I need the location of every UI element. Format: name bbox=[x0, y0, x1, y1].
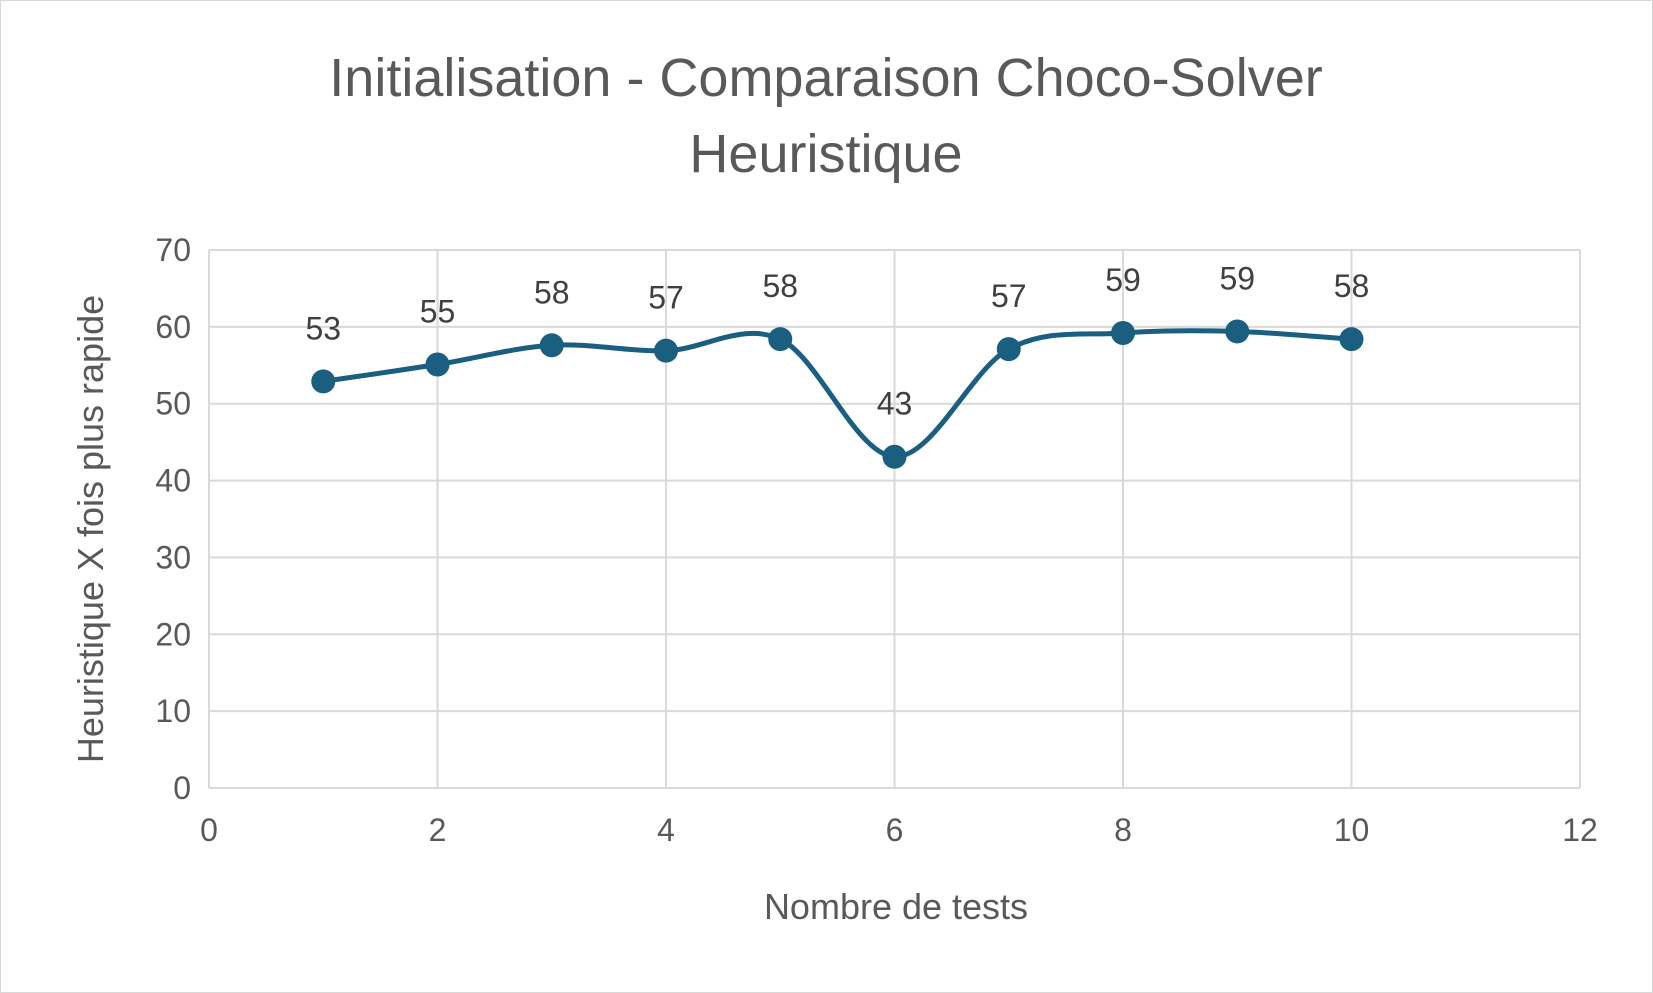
x-tick-label-6: 12 bbox=[1562, 812, 1598, 848]
series-layer bbox=[311, 319, 1364, 469]
y-tick-label-5: 50 bbox=[155, 386, 191, 422]
chart-title-line-1: Initialisation - Comparaison Choco-Solve… bbox=[329, 48, 1322, 108]
data-point-8 bbox=[1111, 321, 1135, 346]
data-labels: 53 55 58 57 58 43 57 59 59 58 bbox=[305, 260, 1369, 421]
data-point-5 bbox=[768, 327, 793, 352]
tick-labels: 0 10 20 30 40 50 60 70 0 2 4 6 8 10 12 bbox=[155, 232, 1597, 848]
x-tick-label-1: 2 bbox=[429, 812, 447, 848]
data-label-6: 43 bbox=[877, 386, 913, 422]
data-point-2 bbox=[425, 352, 450, 377]
x-tick-label-4: 8 bbox=[1114, 812, 1132, 848]
y-axis-title: Heuristique X fois plus rapide bbox=[70, 295, 111, 763]
data-label-1: 53 bbox=[305, 310, 341, 346]
data-point-9 bbox=[1225, 319, 1250, 344]
data-point-7 bbox=[996, 337, 1021, 362]
x-tick-label-3: 6 bbox=[886, 812, 904, 848]
data-label-8: 59 bbox=[1105, 262, 1141, 298]
x-tick-label-5: 10 bbox=[1334, 812, 1370, 848]
data-point-4 bbox=[654, 338, 678, 363]
chart-title-line-2: Heuristique bbox=[689, 124, 962, 184]
data-label-2: 55 bbox=[420, 294, 456, 330]
x-axis-title: Nombre de tests bbox=[764, 886, 1028, 927]
y-tick-label-2: 20 bbox=[155, 616, 191, 652]
data-point-3 bbox=[539, 333, 564, 358]
data-label-5: 58 bbox=[762, 268, 798, 304]
grid-lines bbox=[208, 249, 1581, 789]
data-point-6 bbox=[882, 444, 907, 469]
y-tick-label-7: 70 bbox=[155, 232, 191, 268]
y-tick-label-1: 10 bbox=[155, 693, 191, 729]
data-point-10 bbox=[1339, 327, 1364, 352]
data-label-4: 57 bbox=[648, 280, 684, 316]
data-label-3: 58 bbox=[534, 274, 570, 310]
data-label-9: 59 bbox=[1219, 260, 1255, 296]
data-label-10: 58 bbox=[1334, 268, 1370, 304]
y-tick-label-3: 30 bbox=[155, 539, 191, 575]
data-label-7: 57 bbox=[991, 278, 1027, 314]
y-tick-label-6: 60 bbox=[155, 309, 191, 345]
data-point-1 bbox=[311, 369, 336, 394]
series-line-0 bbox=[320, 328, 1354, 460]
y-tick-label-0: 0 bbox=[173, 770, 191, 806]
x-tick-label-2: 4 bbox=[657, 812, 675, 848]
x-tick-label-0: 0 bbox=[200, 812, 218, 848]
y-tick-label-4: 40 bbox=[155, 463, 191, 499]
